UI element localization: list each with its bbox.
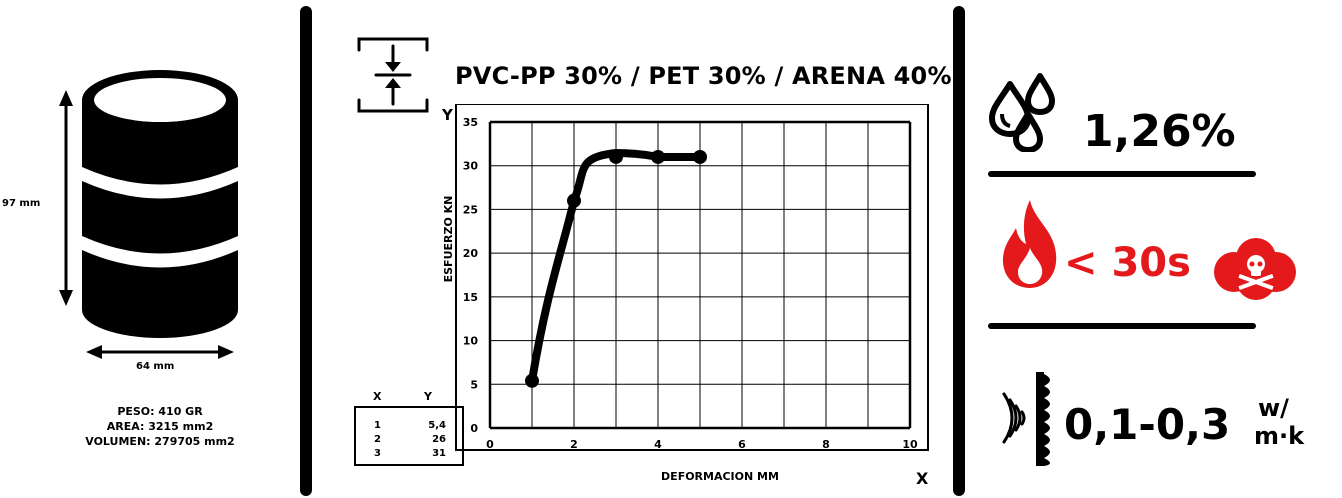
stress-strain-chart: 0 2 4 6 8 10 0 5 10 15 20 25 30 35 ESFUERZO KN DEFORMAC…	[441, 104, 929, 488]
cylinder-icon	[82, 70, 238, 338]
y-tick-label: 0	[470, 422, 478, 435]
x-tick-label: 8	[822, 438, 830, 451]
width-dimension-arrow	[86, 345, 234, 359]
separator-1	[988, 171, 1256, 177]
y-tick-label: 20	[463, 247, 479, 260]
x-axis-letter: X	[916, 469, 929, 488]
width-label: 64 mm	[136, 361, 175, 372]
y-tick-label: 10	[463, 335, 479, 348]
x-tick-label: 10	[902, 438, 918, 451]
toxic-smoke-icon	[1214, 238, 1296, 300]
x-tick-label: 2	[570, 438, 578, 451]
table-header-y: Y	[424, 390, 432, 403]
y-tick-label: 5	[470, 378, 478, 391]
sound-wave-icon	[1002, 392, 1026, 444]
height-label: 97 mm	[2, 198, 41, 209]
data-point	[693, 149, 707, 164]
table-header-x: X	[373, 390, 382, 403]
table-cell: 5,4	[428, 420, 446, 431]
compression-icon	[357, 37, 429, 113]
table-row: 3 31	[356, 448, 462, 462]
table-cell: 31	[432, 448, 446, 459]
thermal-conductivity-value: 0,1-0,3	[1064, 400, 1231, 449]
data-point	[525, 373, 539, 388]
table-cell: 3	[374, 448, 381, 459]
thermal-unit-top: w/	[1258, 394, 1289, 422]
thermal-unit-bottom: m·k	[1254, 422, 1305, 450]
table-row: 2 26	[356, 434, 462, 448]
spec-area: AREA: 3215 mm2	[106, 420, 214, 433]
divider-left	[300, 6, 312, 496]
x-tick-label: 6	[738, 438, 746, 451]
spec-weight: PESO: 410 GR	[117, 405, 203, 418]
cylinder-drawing	[59, 70, 238, 359]
data-point	[651, 149, 665, 164]
insulation-wall-icon	[1036, 372, 1050, 466]
height-dimension-arrow	[59, 90, 73, 306]
x-tick-label: 0	[486, 438, 494, 451]
spec-volume: VOLUMEN: 279705 mm2	[85, 435, 235, 448]
y-tick-label: 30	[463, 160, 479, 173]
y-tick-label: 15	[463, 291, 478, 304]
x-tick-label: 4	[654, 438, 662, 451]
divider-right	[953, 6, 965, 496]
table-cell: 26	[432, 434, 446, 445]
absorption-value: 1,26%	[1083, 106, 1236, 157]
fire-resistance-value: < 30s	[1064, 240, 1191, 286]
y-axis-letter: Y	[441, 106, 454, 124]
data-point	[567, 193, 581, 208]
series-line	[528, 148, 704, 385]
x-axis-label: DEFORMACION MM	[661, 470, 779, 483]
y-axis-label: ESFUERZO KN	[442, 196, 455, 283]
table-row: 1 5,4	[356, 420, 462, 434]
table-cell: 1	[374, 420, 381, 431]
table-cell: 2	[374, 434, 381, 445]
data-table: 1 5,4 2 26 3 31	[354, 406, 464, 466]
data-point	[609, 149, 623, 164]
water-drops-icon	[989, 73, 1055, 152]
chart-title: PVC-PP 30% / PET 30% / ARENA 40%	[455, 62, 952, 90]
separator-2	[988, 323, 1256, 329]
chart-frame	[455, 104, 929, 451]
y-tick-label: 35	[463, 116, 478, 129]
flame-icon	[1002, 200, 1057, 288]
y-tick-label: 25	[463, 203, 478, 216]
